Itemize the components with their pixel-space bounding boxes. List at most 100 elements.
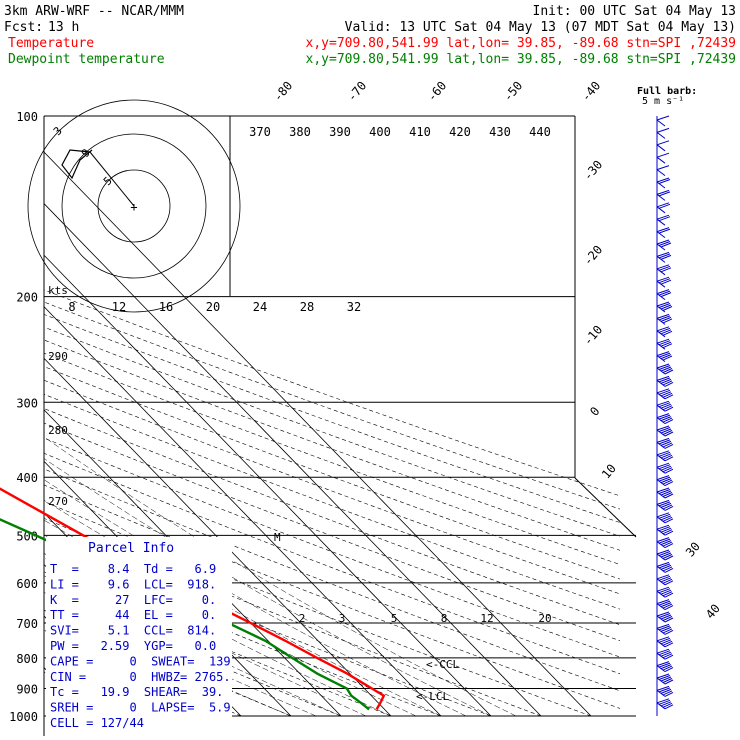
forecast-hour: 13 h [48,20,79,35]
wind-barb-flag [664,481,674,487]
forecast-label: Fcst: [4,20,43,35]
wind-barb-flag [656,227,670,233]
isotherm-label: 40 [703,601,723,621]
wind-barb-flag [656,487,670,493]
dry-adiabat [44,452,620,675]
wind-barb-flag [664,654,674,660]
parcel-info-row: PW = 2.59 YGP= 0.0 [50,639,216,653]
wind-barb-flag [660,254,672,260]
wind-barb-flag [662,330,673,336]
wind-barb-flag [662,405,673,411]
wind-barb-flag [664,679,674,685]
wind-barb [656,227,671,239]
wind-barb-flag [658,203,671,209]
wind-barb [656,450,674,462]
wind-barb [656,475,674,487]
wind-barb [656,202,671,214]
wind-barb-flag [662,306,673,311]
wind-barb-flag [658,501,671,507]
wind-barb-flag [664,605,674,611]
wind-barb-flag [660,577,672,583]
dry-adiabat [44,468,620,692]
hodograph-speed-tick: 8 [68,300,75,314]
wind-barb-flag [664,468,674,474]
wind-barb-flag [660,465,672,471]
wind-barb-flag [658,265,671,271]
hodograph-speed-tick: 12 [112,300,126,314]
wind-barb-flag [664,530,674,536]
wind-barb-flag [662,479,673,485]
wind-barb-flag [658,253,671,259]
theta-label: 400 [369,125,391,139]
wind-legend-unit: 5 m s⁻¹ [642,96,684,107]
wind-barb-flag [656,437,670,443]
wind-barb-flag [660,366,672,372]
pressure-tick-label: 100 [16,110,38,124]
wind-barb [656,251,672,263]
wind-barb-flag [656,462,670,468]
wind-barb [656,648,674,660]
isotherm-line [44,203,542,716]
wind-barb-flag [656,450,670,456]
isotherm-line [44,306,442,716]
wind-barb-flag [660,440,672,446]
wind-barb-flag [660,664,672,670]
wind-barb [656,636,674,648]
wind-barb-flag [660,602,672,608]
parcel-info-row: TT = 44 EL = 0. [50,608,216,622]
wind-barb-flag [664,406,674,412]
pressure-tick-label: 200 [16,291,38,305]
wind-barb [656,698,674,710]
dry-adiabat [44,571,392,716]
wind-barb [656,239,672,251]
wind-barb-flag [664,493,674,499]
parcel-info-row: SREH = 0 LAPSE= 5.9 [50,701,231,715]
wind-barb-flag [658,389,671,395]
wind-barb-flag [662,343,673,349]
wind-barb-flag [656,251,670,257]
dry-adiabat [44,437,620,658]
theta-label: 370 [249,125,271,139]
wind-barb-flag [664,704,674,710]
wind-barb-flag [662,380,673,386]
dry-adiabat [44,422,620,642]
hodograph-ring [61,133,207,279]
wind-barb-flag [660,651,672,657]
dry-adiabat [44,501,592,716]
wind-barb-flag [656,140,670,146]
wind-barb-flag [656,165,670,171]
wind-barb [656,512,674,524]
mixing-ratio-label: 12 [480,612,493,625]
parcel-info-panel: Parcel Info T = 8.4 Td = 6.9LI = 9.6 LCL=… [46,537,232,730]
wind-barb-flag [658,315,671,321]
mixing-ratio-label: 20 [538,612,551,625]
wind-barb [656,673,674,685]
moist-adiabat [44,575,342,716]
wind-barb-flag [662,628,673,634]
wind-barb [656,400,674,412]
wind-barb-flag [662,392,673,398]
wind-barb-flag [662,355,673,361]
wind-barb-flag [660,378,672,384]
isotherm-label: -70 [345,79,370,105]
hodograph-kts-label: kts [48,284,68,297]
wind-barb [656,276,672,288]
wind-barb-flag [656,313,670,319]
theta-label: 390 [329,125,351,139]
wind-barb-flag [664,555,674,561]
wind-barb [656,561,674,573]
wind-barb-flag [658,662,671,668]
wind-barb-flag [656,351,670,357]
wind-barb [656,623,674,635]
wind-barb-flag [656,214,670,220]
wind-barb-flag [660,676,672,682]
wind-barb-flag [660,341,672,347]
parcel-info-title: Parcel Info [88,541,174,556]
wind-barb [656,388,674,400]
hodograph-ring [27,99,241,313]
wind-barb [656,574,674,586]
hodograph-trace [61,149,93,180]
hodograph-center-marker: + [130,200,137,214]
mixing-ratio-label: 5 [391,612,398,625]
